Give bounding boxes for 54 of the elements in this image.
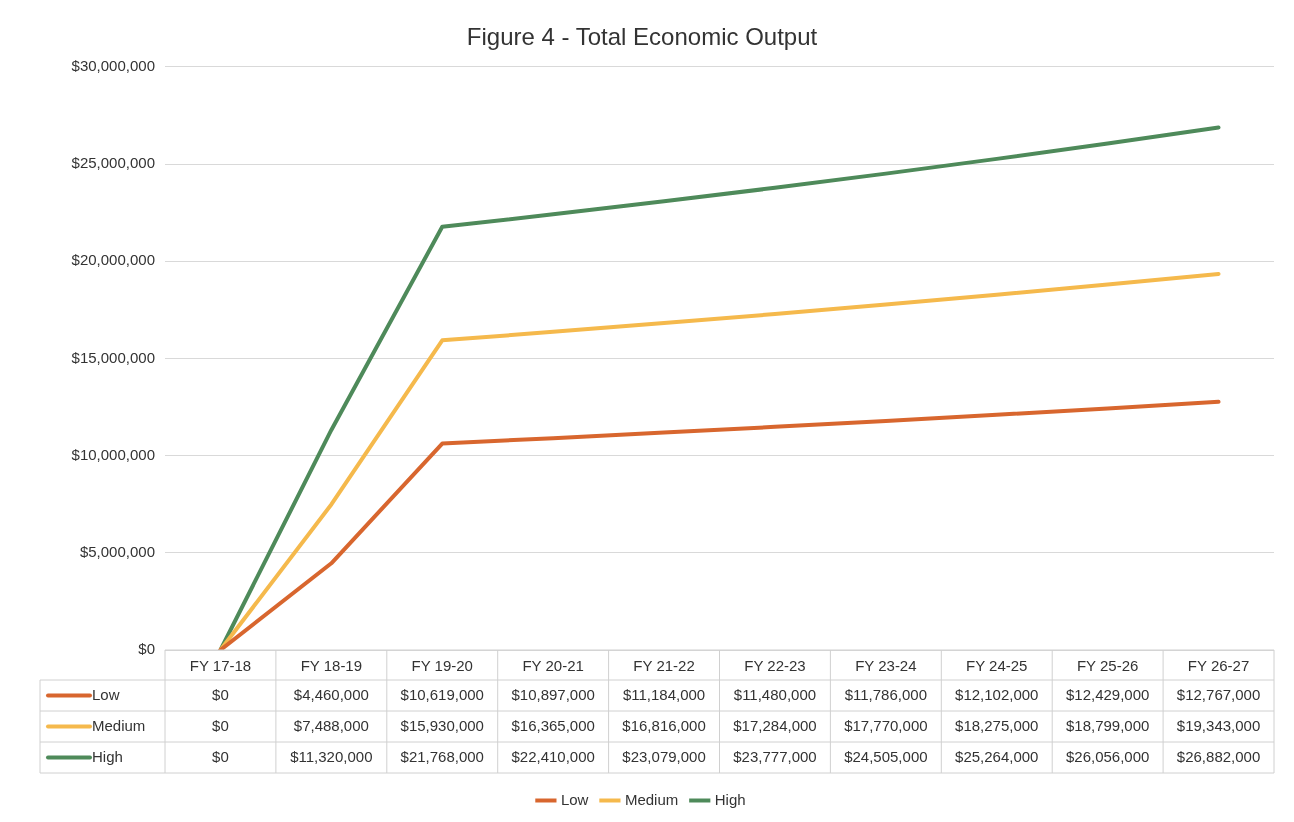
- data-label: $12,767,000: [1176, 685, 1261, 703]
- data-label: $0: [212, 716, 229, 734]
- data-label: $4,460,000: [293, 685, 369, 703]
- data-label: $0: [212, 747, 229, 765]
- data-label: $16,816,000: [622, 716, 706, 734]
- data-label: $25,264,000: [955, 747, 1039, 765]
- data-label: $10,897,000: [511, 685, 595, 703]
- data-label: $15,930,000: [400, 716, 484, 734]
- data-label: $22,410,000: [511, 747, 595, 765]
- data-label: $18,275,000: [955, 716, 1039, 734]
- y-tick-label: $5,000,000: [79, 542, 155, 560]
- text: Medium: [624, 790, 679, 808]
- data-label: $26,882,000: [1176, 747, 1261, 765]
- data-label: $19,343,000: [1176, 716, 1261, 734]
- legend-label: Medium: [92, 716, 146, 734]
- data-label: $12,102,000: [955, 685, 1039, 703]
- y-tick-label: $20,000,000: [71, 251, 155, 269]
- data-label: $24,505,000: [844, 747, 928, 765]
- data-label: $10,619,000: [400, 685, 484, 703]
- chart-title: Figure 4 - Total Economic Output: [466, 23, 818, 51]
- data-label: $16,365,000: [511, 716, 595, 734]
- y-tick-label: $0: [138, 640, 155, 658]
- text: High: [714, 790, 746, 808]
- y-tick-label: $30,000,000: [71, 56, 155, 74]
- legend-label: High: [92, 747, 123, 765]
- x-tick-label: FY 19-20: [411, 657, 473, 675]
- legend-label: Low: [92, 685, 120, 703]
- x-tick-label: FY 26-27: [1187, 657, 1250, 675]
- data-label: $12,429,000: [1065, 685, 1150, 703]
- data-label: $17,284,000: [733, 716, 817, 734]
- x-tick-label: FY 21-22: [633, 657, 695, 675]
- data-label: $11,320,000: [290, 747, 373, 765]
- x-tick-label: FY 25-26: [1076, 657, 1139, 675]
- data-label: $11,786,000: [844, 685, 928, 703]
- x-tick-label: FY 22-23: [744, 657, 806, 675]
- x-tick-label: FY 23-24: [855, 657, 917, 675]
- data-label: $23,777,000: [733, 747, 817, 765]
- data-label: $11,184,000: [622, 685, 706, 703]
- y-tick-label: $25,000,000: [71, 154, 155, 172]
- data-label: $26,056,000: [1065, 747, 1150, 765]
- data-label: $11,480,000: [733, 685, 817, 703]
- data-label: $0: [212, 685, 229, 703]
- data-label: $7,488,000: [293, 716, 369, 734]
- x-tick-label: FY 24-25: [966, 657, 1028, 675]
- data-label: $23,079,000: [622, 747, 706, 765]
- y-tick-label: $10,000,000: [71, 445, 155, 463]
- x-tick-label: FY 18-19: [300, 657, 363, 675]
- text: Low: [560, 790, 589, 808]
- data-label: $18,799,000: [1065, 716, 1150, 734]
- x-tick-label: FY 17-18: [189, 657, 252, 675]
- data-label: $21,768,000: [400, 747, 484, 765]
- y-tick-label: $15,000,000: [71, 348, 155, 366]
- x-tick-label: FY 20-21: [522, 657, 584, 675]
- data-label: $17,770,000: [844, 716, 928, 734]
